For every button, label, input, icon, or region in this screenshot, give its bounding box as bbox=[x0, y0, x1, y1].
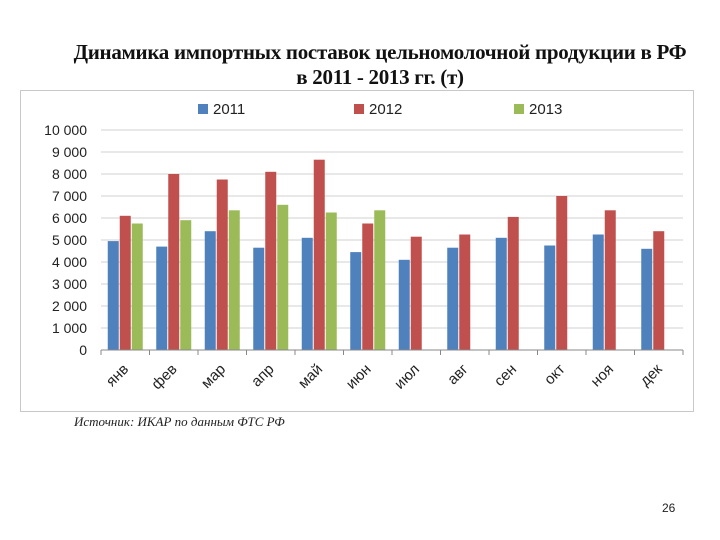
bar-2013-июн bbox=[374, 210, 386, 350]
bar-2012-дек bbox=[653, 231, 665, 350]
x-tick-label: апр bbox=[248, 361, 278, 391]
page-number: 26 bbox=[662, 501, 676, 515]
bar-2012-апр bbox=[265, 171, 277, 350]
legend-label-2012: 2012 bbox=[369, 101, 402, 118]
y-tick-label: 5 000 bbox=[52, 232, 87, 248]
y-tick-label: 6 000 bbox=[52, 210, 87, 226]
bar-2011-ноя bbox=[592, 234, 604, 350]
legend: 2011 2012 2013 bbox=[198, 101, 562, 118]
legend-label-2013: 2013 bbox=[529, 101, 562, 118]
source-note: Источник: ИКАР по данным ФТС РФ bbox=[74, 414, 285, 429]
legend-swatch-2011 bbox=[198, 104, 208, 114]
x-tick-label: янв bbox=[103, 361, 132, 390]
bar-2011-июн bbox=[350, 252, 362, 350]
bar-2011-мар bbox=[204, 231, 216, 350]
y-tick-label: 9 000 bbox=[52, 144, 87, 160]
bar-2011-янв bbox=[107, 241, 119, 350]
x-tick-label: май bbox=[295, 361, 326, 392]
bar-chart: 2011 2012 2013 0 1 000 2 000 3 000 4 000 5 000 6… bbox=[44, 101, 684, 393]
bar-2013-мар bbox=[228, 210, 240, 350]
legend-swatch-2012 bbox=[354, 104, 364, 114]
bar-2011-сен bbox=[495, 237, 507, 350]
x-tick-label: ноя bbox=[588, 361, 618, 391]
bar-2011-окт bbox=[544, 245, 556, 350]
bar-2012-авг bbox=[459, 234, 471, 350]
x-tick-label: июл bbox=[391, 361, 423, 393]
bars bbox=[107, 159, 665, 350]
bar-2012-июл bbox=[410, 236, 422, 350]
chart-title: Динамика импортных поставок цельномолочн… bbox=[0, 40, 720, 90]
x-tick-label: окт bbox=[541, 361, 569, 389]
y-tick-label: 7 000 bbox=[52, 188, 87, 204]
bar-2011-фев bbox=[156, 246, 168, 350]
chart-title-line-1: Динамика импортных поставок цельномолочн… bbox=[73, 40, 687, 64]
bar-2012-окт bbox=[556, 196, 568, 350]
bar-2012-янв bbox=[119, 215, 131, 350]
x-tick-label: сен bbox=[491, 361, 520, 390]
x-tick-label: фев bbox=[148, 361, 180, 393]
y-tick-label: 3 000 bbox=[52, 276, 87, 292]
bar-2011-июл bbox=[398, 259, 410, 350]
bar-2012-июн bbox=[362, 223, 374, 350]
bar-2012-мар bbox=[216, 179, 228, 350]
bar-2011-авг bbox=[447, 247, 459, 350]
y-tick-label: 1 000 bbox=[52, 320, 87, 336]
bar-2013-май bbox=[325, 212, 337, 350]
x-tick-label: июн bbox=[343, 361, 375, 393]
x-tick-label: дек bbox=[637, 361, 666, 390]
bar-2011-май bbox=[301, 237, 313, 350]
y-tick-label: 4 000 bbox=[52, 254, 87, 270]
x-axis bbox=[100, 349, 684, 355]
bar-2012-май bbox=[313, 159, 325, 350]
grid bbox=[101, 129, 683, 351]
chart-frame: 2011 2012 2013 0 1 000 2 000 3 000 4 000 5 000 6… bbox=[20, 90, 694, 412]
bar-2013-апр bbox=[277, 204, 289, 350]
bar-2013-фев bbox=[180, 220, 192, 350]
bar-2012-ноя bbox=[604, 210, 616, 350]
y-tick-label: 8 000 bbox=[52, 166, 87, 182]
x-tick-label: мар bbox=[198, 361, 229, 392]
bar-2013-янв bbox=[131, 223, 143, 350]
bar-2012-фев bbox=[168, 174, 180, 350]
x-axis-ticks: янв фев мар апр май июн июл авг сен окт ноя дек bbox=[103, 360, 666, 393]
legend-label-2011: 2011 bbox=[213, 101, 245, 118]
y-axis-ticks: 0 1 000 2 000 3 000 4 000 5 000 6 000 7 000 8 00… bbox=[44, 122, 87, 358]
y-tick-label: 10 000 bbox=[44, 122, 87, 138]
x-tick-label: авг bbox=[444, 360, 472, 388]
legend-swatch-2013 bbox=[514, 104, 524, 114]
y-tick-label: 0 bbox=[79, 342, 87, 358]
bar-2011-апр bbox=[253, 247, 265, 350]
y-tick-label: 2 000 bbox=[52, 298, 87, 314]
chart-title-line-2: в 2011 - 2013 гг. (т) bbox=[296, 65, 464, 89]
bar-2012-сен bbox=[507, 216, 519, 350]
bar-2011-дек bbox=[641, 248, 653, 350]
